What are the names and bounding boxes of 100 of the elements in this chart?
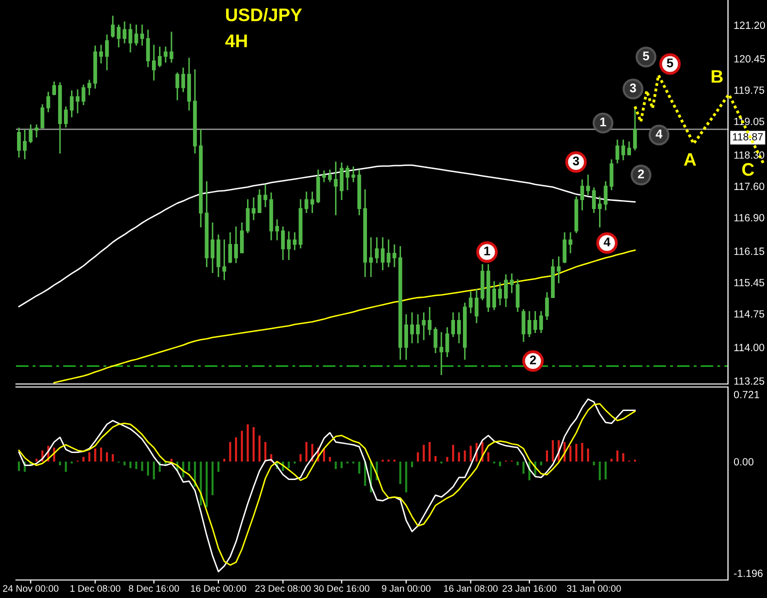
candlestick [76, 90, 80, 114]
x-tick-label: 1 Dec 08:00 [70, 585, 120, 592]
candlestick [22, 129, 27, 160]
bar [340, 462, 343, 468]
candlestick [616, 140, 620, 164]
annotation: B [712, 70, 723, 83]
candlestick [386, 239, 390, 268]
candlestick [275, 219, 279, 240]
candlestick [592, 188, 596, 214]
candlestick [240, 222, 244, 254]
candlestick [363, 189, 367, 278]
bar [264, 442, 266, 462]
bar [458, 452, 460, 462]
bar [188, 462, 190, 471]
bar [206, 462, 208, 508]
y-tick-label: 116.90 [734, 214, 764, 222]
bar [546, 450, 548, 462]
bar [434, 456, 437, 462]
candlestick [598, 196, 602, 228]
bar [411, 462, 414, 468]
bar [229, 442, 232, 462]
bar [300, 454, 302, 462]
bar [146, 462, 150, 476]
candlestick [545, 292, 549, 320]
y-tick-label: 115.45 [734, 279, 764, 286]
candlestick [310, 192, 314, 214]
candlestick [621, 140, 626, 160]
candlestick [152, 44, 156, 81]
candlestick [222, 239, 226, 280]
annotation: 3 [630, 84, 636, 92]
bar [64, 462, 67, 472]
candlestick [210, 222, 214, 273]
bar [305, 442, 308, 462]
candlestick [627, 141, 632, 156]
candlestick [269, 192, 274, 240]
bar [592, 462, 595, 466]
candlestick [258, 189, 262, 214]
candlestick [40, 104, 44, 128]
bar [288, 462, 290, 468]
bar [405, 462, 408, 492]
candlestick [416, 314, 420, 344]
candlestick [539, 311, 543, 333]
bar [212, 462, 214, 496]
candlestick [439, 332, 444, 376]
candlestick [556, 256, 561, 284]
bar [604, 462, 607, 480]
y-tick-label: 120.45 [734, 55, 765, 63]
bar [552, 440, 554, 462]
candlestick [158, 46, 162, 68]
candlestick [486, 264, 490, 312]
bar [135, 462, 138, 470]
annotation: 5 [642, 52, 650, 60]
candlestick [604, 181, 608, 210]
candlestick [334, 162, 338, 216]
candlestick [468, 291, 473, 314]
text: 4H [225, 34, 247, 48]
annotation: C [742, 163, 754, 176]
candlestick [93, 46, 98, 89]
annotation: 1 [600, 118, 606, 126]
bar [106, 452, 108, 462]
candlestick [246, 199, 250, 234]
candlestick [70, 90, 74, 118]
candlestick [193, 69, 197, 154]
candlestick [533, 311, 538, 333]
candlestick [46, 92, 50, 112]
candlestick [492, 281, 496, 310]
bar [587, 448, 590, 462]
candlestick [398, 246, 402, 360]
bar [246, 424, 249, 462]
candlestick [357, 170, 362, 216]
y-tick-label: 0.721 [734, 390, 760, 398]
bar [522, 462, 525, 474]
bar [141, 462, 144, 471]
y-tick-label: 113.25 [734, 377, 764, 385]
candlestick [410, 312, 414, 344]
candlestick [474, 289, 478, 324]
y-tick-label: 114.00 [734, 344, 764, 352]
annotation: 4 [656, 130, 662, 138]
bar [616, 450, 618, 462]
bar [416, 452, 419, 462]
candlestick [527, 311, 532, 337]
annotation: 4 [604, 238, 610, 246]
bar [358, 462, 360, 474]
bar [487, 452, 490, 462]
annotation: 2 [530, 356, 536, 364]
bar [58, 462, 62, 466]
bar [100, 448, 102, 462]
candlestick [28, 124, 33, 144]
candlestick [451, 312, 455, 337]
candlestick [140, 24, 144, 46]
bar [452, 444, 454, 462]
candlestick [198, 129, 203, 228]
line-series [18, 164, 636, 308]
candlestick [404, 314, 408, 360]
candlestick [146, 30, 150, 68]
candlestick [187, 58, 191, 111]
candlestick [586, 174, 590, 196]
candlestick [428, 307, 432, 336]
bar [18, 462, 20, 471]
candlestick [351, 166, 356, 182]
